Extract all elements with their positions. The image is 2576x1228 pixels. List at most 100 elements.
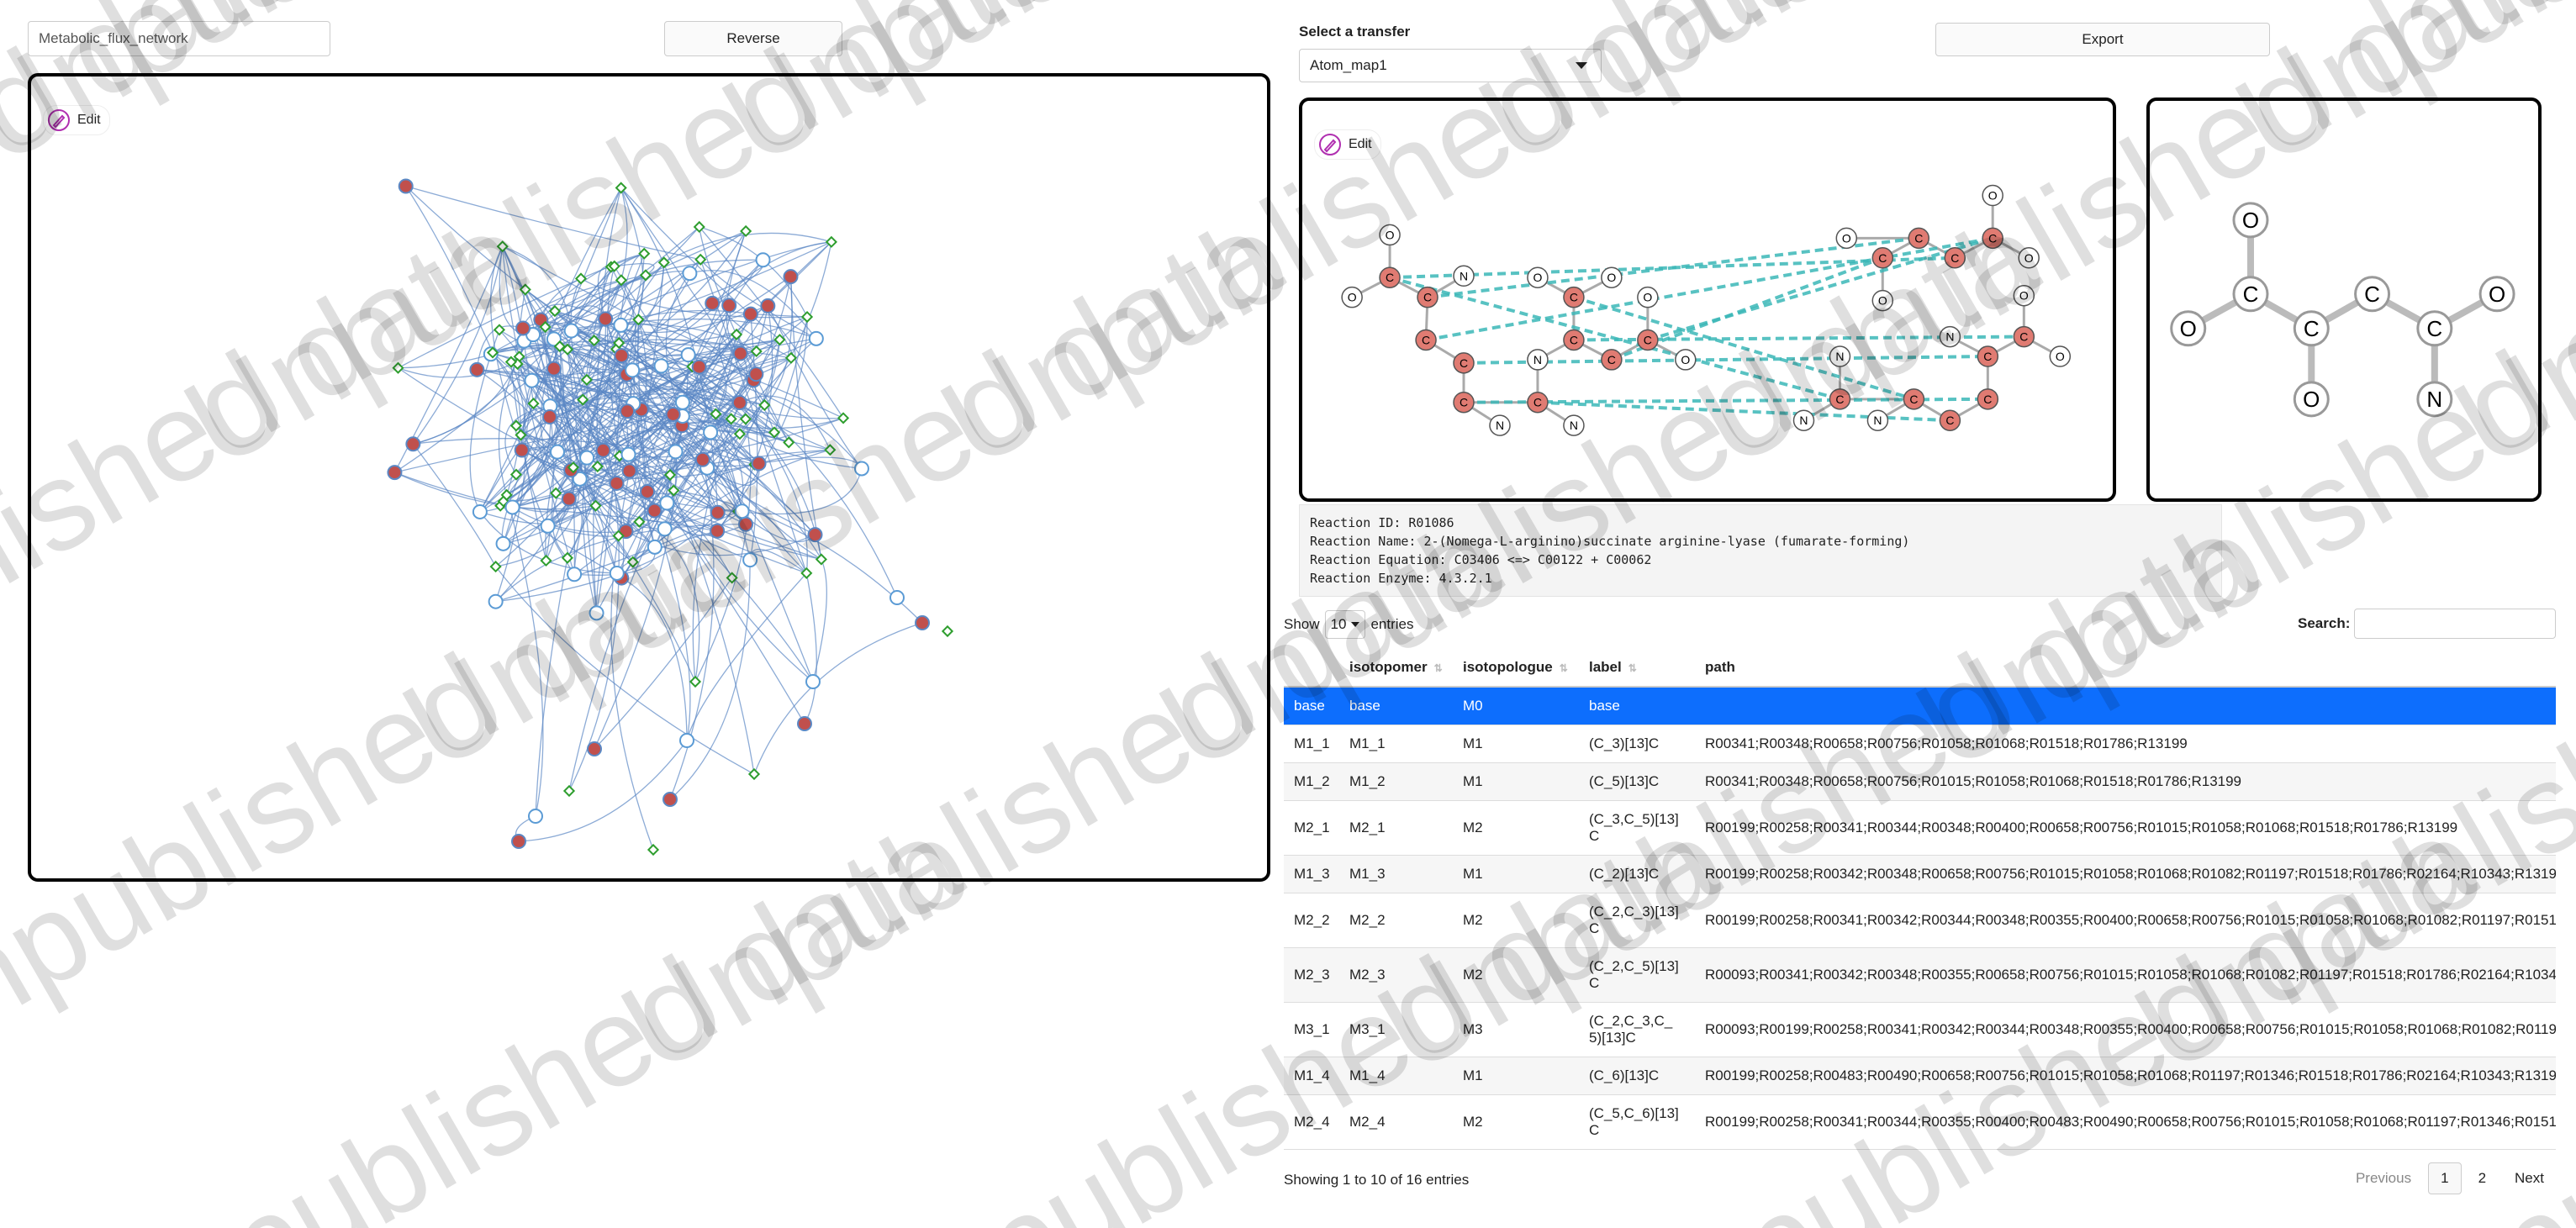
reverse-button[interactable]: Reverse <box>664 21 842 56</box>
metabolite-node[interactable] <box>472 503 488 519</box>
link-node[interactable] <box>577 393 589 406</box>
link-node[interactable] <box>815 553 827 566</box>
link-node[interactable] <box>733 428 747 440</box>
link-node[interactable] <box>486 346 499 359</box>
link-node[interactable] <box>615 274 627 287</box>
atom[interactable] <box>1908 227 1930 250</box>
reaction-node[interactable] <box>614 348 630 364</box>
page-button[interactable]: 2 <box>2478 1170 2487 1186</box>
link-node[interactable] <box>515 429 527 441</box>
link-node[interactable] <box>768 426 781 439</box>
atom[interactable] <box>1527 391 1549 414</box>
link-node[interactable] <box>663 468 677 482</box>
atom[interactable] <box>1563 286 1585 308</box>
header-cell[interactable]: label ⇅ <box>1579 649 1695 688</box>
metabolite-node[interactable] <box>549 444 565 460</box>
reaction-node[interactable] <box>546 361 562 377</box>
metabolite-node[interactable] <box>659 495 675 511</box>
previous-button[interactable]: Previous <box>2355 1170 2412 1186</box>
link-node[interactable] <box>392 361 404 374</box>
atom[interactable] <box>2232 202 2269 239</box>
link-node[interactable] <box>694 253 707 266</box>
link-node[interactable] <box>562 784 576 798</box>
table-row[interactable]: M3_1 M3_1 M3 (C_2,C_3,C_5)[13]C R00093;R0019… <box>1284 1002 2556 1057</box>
metabolite-node[interactable] <box>495 535 511 551</box>
table-row[interactable]: M1_4 M1_4 M1 (C_6)[13]C R00199;R00258;R00483… <box>1284 1057 2556 1095</box>
atom[interactable] <box>1792 409 1815 431</box>
link-node[interactable] <box>612 530 625 542</box>
reaction-node[interactable] <box>665 406 681 422</box>
link-node[interactable] <box>730 328 743 341</box>
atom[interactable] <box>1829 345 1851 367</box>
atom[interactable] <box>2013 284 2035 307</box>
atom[interactable] <box>1379 224 1401 246</box>
metabolite-node[interactable] <box>488 593 504 609</box>
reaction-node[interactable] <box>387 465 403 481</box>
header-cell[interactable]: isotopomer ⇅ <box>1339 649 1453 688</box>
metabolite-node[interactable] <box>625 362 641 378</box>
atom[interactable] <box>1944 247 1966 269</box>
metabolite-node[interactable] <box>679 733 694 748</box>
reaction-node[interactable] <box>710 523 726 539</box>
link-node[interactable] <box>824 444 837 456</box>
metabolite-node[interactable] <box>889 590 905 605</box>
table-row[interactable]: M2_3 M2_3 M2 (C_2,C_5)[13]C R00093;R00341;R0… <box>1284 947 2556 1003</box>
metabolite-node[interactable] <box>540 518 556 534</box>
atom[interactable] <box>2049 345 2072 367</box>
metabolite-node[interactable] <box>504 499 520 515</box>
link-node[interactable] <box>574 272 588 285</box>
metabolite-node[interactable] <box>734 503 750 519</box>
link-node[interactable] <box>527 397 540 410</box>
link-node[interactable] <box>567 461 579 474</box>
reaction-node[interactable] <box>620 403 636 419</box>
link-node[interactable] <box>657 256 670 269</box>
atom[interactable] <box>1415 329 1437 351</box>
reaction-node[interactable] <box>511 834 526 849</box>
atom[interactable] <box>1871 289 1894 312</box>
reaction-node[interactable] <box>710 504 726 520</box>
metabolite-node[interactable] <box>703 424 719 440</box>
link-node[interactable] <box>561 343 574 356</box>
metabolite-node[interactable] <box>613 317 629 333</box>
link-node[interactable] <box>548 305 562 318</box>
link-node[interactable] <box>509 419 523 432</box>
link-node[interactable] <box>588 335 600 347</box>
link-node[interactable] <box>489 561 502 573</box>
reaction-node[interactable] <box>640 483 656 499</box>
reaction-node[interactable] <box>469 361 485 377</box>
link-node[interactable] <box>750 345 763 358</box>
link-node[interactable] <box>626 556 639 568</box>
reaction-node[interactable] <box>760 298 776 314</box>
metabolite-node[interactable] <box>755 252 771 268</box>
reaction-node[interactable] <box>405 436 421 452</box>
atom[interactable] <box>1453 352 1475 374</box>
link-node[interactable] <box>553 340 566 353</box>
metabolite-node[interactable] <box>609 565 625 581</box>
reaction-node[interactable] <box>595 442 611 458</box>
edit-button[interactable]: Edit <box>43 105 110 135</box>
search-input[interactable] <box>2354 609 2556 639</box>
link-node[interactable] <box>589 499 602 512</box>
metabolite-node[interactable] <box>668 444 684 460</box>
atom[interactable] <box>1637 286 1659 308</box>
export-button[interactable]: Export <box>1935 23 2270 56</box>
link-node[interactable] <box>783 436 795 449</box>
atom[interactable] <box>1453 391 1475 414</box>
link-node[interactable] <box>509 468 523 481</box>
reaction-node[interactable] <box>647 503 662 519</box>
reaction-node[interactable] <box>662 792 678 807</box>
metabolite-node[interactable] <box>572 471 588 487</box>
reaction-node[interactable] <box>541 409 557 425</box>
link-node[interactable] <box>693 220 705 234</box>
metabolite-node[interactable] <box>563 323 579 339</box>
atom[interactable] <box>2293 381 2330 418</box>
link-node[interactable] <box>689 675 702 688</box>
atom[interactable] <box>2416 381 2453 418</box>
atom[interactable] <box>1939 325 1961 348</box>
reaction-node[interactable] <box>587 741 602 756</box>
metabolite-node[interactable] <box>567 567 583 582</box>
metabolite-node[interactable] <box>808 330 824 346</box>
metabolite-node[interactable] <box>853 461 869 477</box>
link-node[interactable] <box>608 260 620 272</box>
reaction-node[interactable] <box>748 366 764 382</box>
